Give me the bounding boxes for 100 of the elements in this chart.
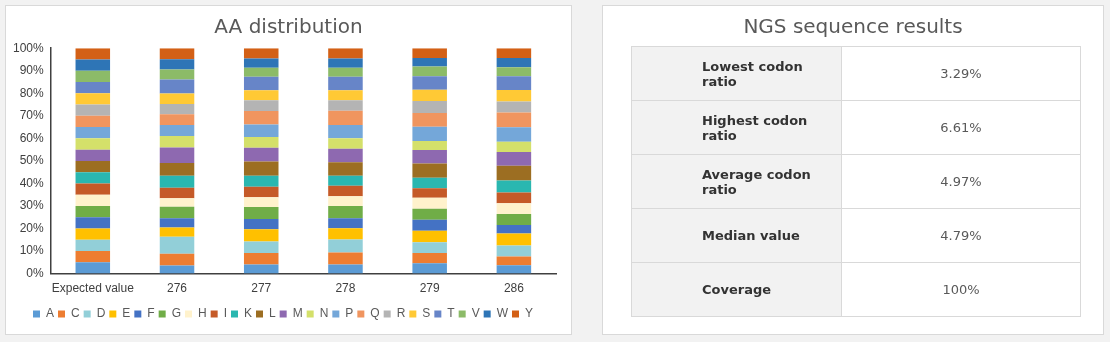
bar (496, 57, 532, 68)
legend-label: S (422, 306, 431, 321)
text: 3.29% (940, 66, 982, 81)
bar (328, 90, 363, 101)
legend-label: T (447, 306, 456, 321)
bar (496, 192, 532, 204)
bar (243, 147, 279, 162)
y-tick-label: 60% (19, 130, 45, 145)
bar (243, 48, 279, 59)
bar (75, 239, 111, 252)
bar (412, 150, 447, 164)
legend-label: K (244, 306, 253, 321)
bar (412, 163, 447, 178)
bar (328, 48, 363, 59)
bar (328, 67, 363, 77)
bar (159, 69, 195, 80)
bar (328, 185, 363, 197)
bar (496, 76, 532, 90)
bar (159, 162, 195, 176)
y-tick-label: 90% (19, 63, 45, 78)
bar (412, 253, 447, 264)
x-tick-label: 276 (167, 281, 188, 296)
bar (75, 262, 111, 274)
y-tick-label: 80% (19, 85, 45, 100)
bar (412, 177, 447, 189)
bar (159, 218, 195, 228)
bar (496, 233, 532, 246)
text: 100% (942, 282, 980, 297)
bar (243, 58, 279, 68)
x-tick-label: 279 (419, 281, 440, 296)
bar (496, 256, 532, 266)
bar (412, 242, 447, 254)
bar (412, 188, 447, 198)
legend-label: P (345, 306, 354, 321)
chart-title: AA distribution (213, 14, 364, 38)
bar (243, 219, 279, 230)
bar (412, 219, 447, 231)
bar (159, 104, 195, 115)
bar (412, 66, 447, 77)
legend-label: L (269, 306, 276, 321)
bar (496, 48, 532, 58)
bar (328, 205, 363, 219)
bar (243, 90, 279, 101)
bar (412, 208, 447, 220)
text: 6.61% (940, 120, 982, 135)
bar (328, 100, 363, 111)
category-label: Average codon ratio (631, 154, 842, 209)
y-tick-label: 50% (19, 153, 45, 168)
bar (496, 214, 532, 225)
legend-label: Q (370, 306, 380, 321)
bar (412, 57, 447, 67)
bar (75, 251, 111, 263)
y-tick-label: 10% (19, 243, 45, 258)
bar (496, 67, 532, 77)
bar (412, 48, 447, 58)
bar (496, 203, 532, 215)
bar (159, 227, 195, 237)
legend-label: W (496, 306, 509, 321)
bar (496, 165, 532, 181)
bar (243, 241, 279, 254)
bar (412, 76, 447, 90)
bar (75, 149, 111, 161)
bar (412, 126, 447, 142)
bar (496, 112, 532, 128)
bar (75, 138, 111, 150)
bar (159, 125, 195, 137)
bar (412, 113, 447, 127)
bar (243, 67, 279, 77)
bar (75, 228, 111, 240)
bar (75, 160, 111, 173)
bar (496, 224, 532, 234)
legend-label: A (45, 306, 55, 321)
bar (328, 58, 363, 68)
bar (412, 197, 447, 209)
bar (159, 136, 195, 148)
text: 4.97% (940, 174, 982, 189)
bar (159, 236, 195, 254)
bar (496, 101, 532, 113)
legend-label: V (471, 306, 480, 321)
bar (328, 162, 363, 176)
y-tick-label: 100% (12, 40, 45, 55)
x-tick-label: 286 (503, 281, 525, 296)
bar (243, 197, 279, 207)
bar (328, 138, 363, 149)
bar (75, 93, 111, 105)
x-tick-label: 278 (335, 281, 356, 296)
bar (243, 111, 279, 125)
bar (75, 70, 111, 83)
bar (328, 264, 363, 274)
category-label: Highest codon ratio (631, 100, 842, 155)
bar (496, 180, 532, 193)
text: 4.79% (940, 228, 982, 243)
bar (159, 198, 195, 207)
legend-label: Y (525, 306, 534, 321)
bar (328, 239, 363, 253)
bar (75, 205, 111, 218)
bar (243, 264, 279, 274)
bar (75, 194, 111, 206)
y-tick-label: 40% (19, 175, 45, 190)
x-tick-label: Expected value (51, 281, 135, 296)
